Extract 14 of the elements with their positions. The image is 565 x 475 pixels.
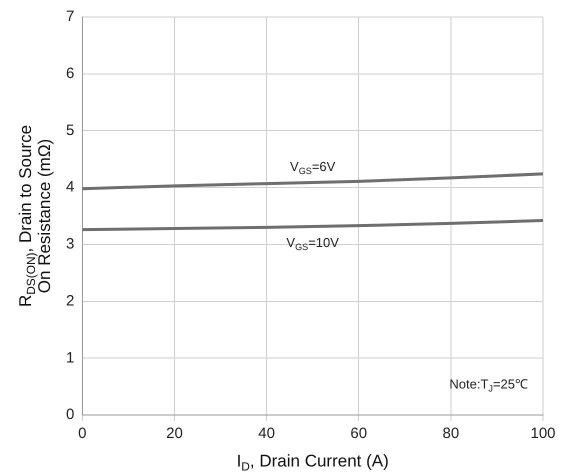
x-tick-label: 40 (258, 425, 275, 442)
x-tick-label: 100 (530, 425, 556, 442)
y-tick-label: 0 (66, 406, 74, 424)
y-tick-label: 5 (66, 122, 74, 139)
x-tick-label: 80 (442, 425, 460, 442)
y-tick-label: 2 (66, 292, 74, 310)
x-tick-label: 0 (78, 425, 87, 442)
y-tick-label: 1 (66, 349, 74, 366)
y-tick-label: 6 (66, 65, 74, 82)
x-tick-label: 60 (350, 425, 368, 442)
y-tick-label: 3 (66, 236, 74, 253)
y-tick-label: 7 (66, 8, 74, 26)
y-tick-label: 4 (66, 178, 74, 196)
x-tick-label: 20 (166, 425, 183, 442)
